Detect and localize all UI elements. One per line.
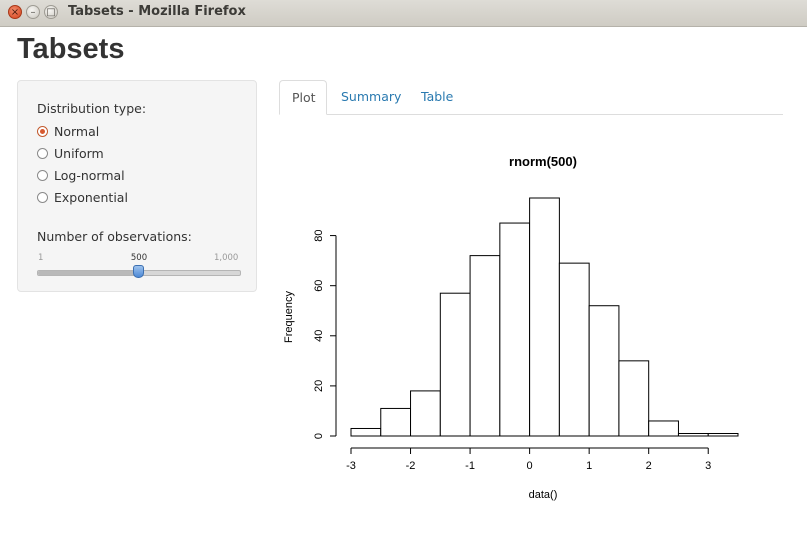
histogram-bar <box>381 408 411 436</box>
x-tick-label: -3 <box>346 460 356 472</box>
radio-label: Log-normal <box>54 168 125 183</box>
y-tick-label: 20 <box>313 380 325 392</box>
x-tick-label: 2 <box>646 460 652 472</box>
y-tick-label: 80 <box>313 229 325 241</box>
histogram-bar <box>530 198 560 436</box>
y-tick-label: 40 <box>313 330 325 342</box>
radio-button[interactable] <box>37 148 48 159</box>
x-tick-label: 1 <box>586 460 592 472</box>
radio-option-uniform[interactable]: Uniform <box>37 145 104 161</box>
x-tick-label: 0 <box>527 460 533 472</box>
window-minimize-button[interactable]: – <box>26 5 40 19</box>
window-maximize-button[interactable]: □ <box>44 5 58 19</box>
distribution-type-label: Distribution type: <box>37 101 146 116</box>
histogram-bar <box>411 391 441 436</box>
histogram-bar <box>708 433 738 436</box>
x-tick-label: -1 <box>465 460 475 472</box>
histogram-bar <box>678 433 708 436</box>
histogram-bar <box>351 428 381 436</box>
x-tick-label: -2 <box>406 460 416 472</box>
tab-table[interactable]: Table <box>409 80 465 114</box>
page-title: Tabsets <box>17 33 124 66</box>
radio-label: Uniform <box>54 146 104 161</box>
histogram-bar <box>559 263 589 436</box>
chart-title: rnorm(500) <box>509 154 577 169</box>
histogram-bar <box>500 223 530 436</box>
observations-label: Number of observations: <box>37 229 192 244</box>
histogram-bar <box>649 421 679 436</box>
x-axis-label: data() <box>529 489 558 501</box>
radio-button[interactable] <box>37 192 48 203</box>
radio-button[interactable] <box>37 126 48 137</box>
slider-fill <box>38 271 139 275</box>
x-tick-label: 3 <box>705 460 711 472</box>
window-titlebar: × – □ Tabsets - Mozilla Firefox <box>0 0 807 27</box>
window-close-button[interactable]: × <box>8 5 22 19</box>
radio-option-exponential[interactable]: Exponential <box>37 189 128 205</box>
histogram-bar <box>440 293 470 436</box>
y-tick-label: 60 <box>313 280 325 292</box>
radio-label: Normal <box>54 124 99 139</box>
tab-summary[interactable]: Summary <box>329 80 407 114</box>
tabset-nav: Plot Summary Table <box>279 80 783 115</box>
radio-option-log-normal[interactable]: Log-normal <box>37 167 125 183</box>
slider-handle[interactable] <box>133 265 144 278</box>
slider-value-label: 500 <box>131 253 147 263</box>
slider-max-label: 1,000 <box>214 253 238 263</box>
slider-min-label: 1 <box>38 253 43 263</box>
y-axis-label: Frequency <box>283 291 295 343</box>
radio-button[interactable] <box>37 170 48 181</box>
sidebar-panel: Distribution type: Normal Uniform Log-no… <box>17 80 257 292</box>
histogram-bar <box>619 361 649 436</box>
histogram-bar <box>589 306 619 436</box>
radio-option-normal[interactable]: Normal <box>37 123 99 139</box>
y-tick-label: 0 <box>313 433 325 439</box>
radio-label: Exponential <box>54 190 128 205</box>
histogram-bar <box>470 256 500 436</box>
tab-plot[interactable]: Plot <box>279 80 327 115</box>
window-title: Tabsets - Mozilla Firefox <box>68 4 246 19</box>
